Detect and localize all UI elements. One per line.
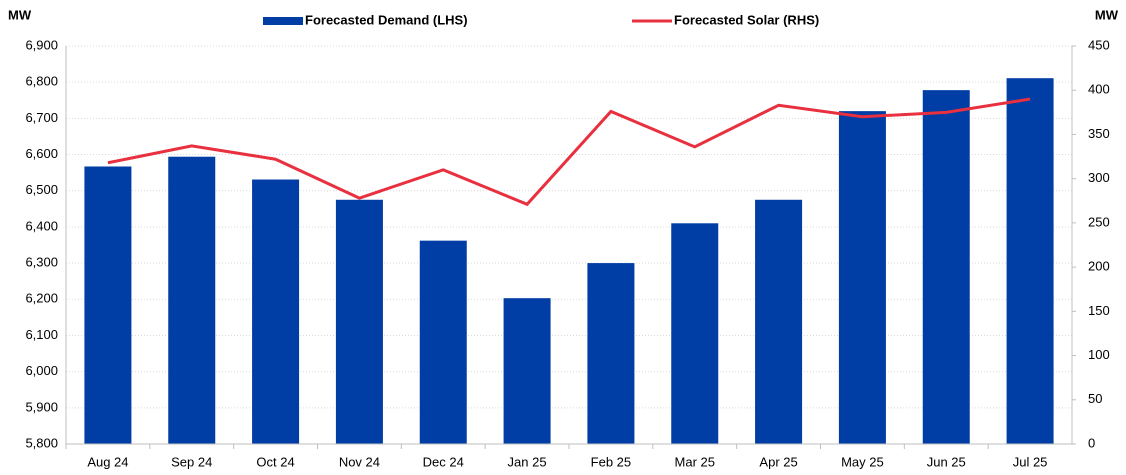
y2-tick-label: 100 [1088, 347, 1110, 362]
x-tick-label: Mar 25 [675, 454, 715, 469]
y-tick-label: 6,500 [25, 182, 58, 197]
legend-label: Forecasted Solar (RHS) [674, 12, 819, 27]
y2-tick-label: 250 [1088, 214, 1110, 229]
y-tick-label: 6,000 [25, 363, 58, 378]
x-tick-label: May 25 [841, 454, 884, 469]
y2-tick-label: 0 [1088, 435, 1095, 450]
line [107, 97, 1031, 207]
y2-axis-label: MW [1095, 7, 1119, 22]
bar [335, 199, 383, 444]
bar [587, 263, 635, 444]
bar [1006, 78, 1054, 445]
y2-tick-label: 50 [1088, 391, 1102, 406]
bar [922, 90, 970, 444]
x-tick-label: Aug 24 [87, 454, 128, 469]
x-tick-label: Dec 24 [423, 454, 464, 469]
y-tick-label: 5,800 [25, 435, 58, 450]
y-tick-label: 5,900 [25, 399, 58, 414]
bar [168, 156, 216, 444]
y2-tick-label: 350 [1088, 126, 1110, 141]
x-tick-label: Sep 24 [171, 454, 212, 469]
bar [252, 179, 300, 444]
bar [419, 240, 467, 444]
bar [755, 199, 803, 444]
y-tick-label: 6,600 [25, 146, 58, 161]
x-tick-label: Apr 25 [759, 454, 797, 469]
bar [671, 223, 719, 444]
legend-swatch [263, 17, 303, 25]
y2-tick-label: 200 [1088, 259, 1110, 274]
y-tick-label: 6,700 [25, 110, 58, 125]
y-axis-label: MW [8, 7, 32, 22]
x-tick-label: Nov 24 [339, 454, 380, 469]
bar [84, 166, 132, 444]
legend-label: Forecasted Demand (LHS) [305, 12, 468, 27]
y-tick-label: 6,200 [25, 291, 58, 306]
x-tick-label: Oct 24 [256, 454, 294, 469]
bar [503, 298, 551, 444]
x-tick-label: Jun 25 [927, 454, 966, 469]
y2-tick-label: 450 [1088, 37, 1110, 52]
y2-tick-label: 400 [1088, 82, 1110, 97]
bar [838, 111, 886, 445]
x-tick-label: Jan 25 [508, 454, 547, 469]
y-tick-label: 6,400 [25, 218, 58, 233]
y-tick-label: 6,300 [25, 255, 58, 270]
y-tick-label: 6,900 [25, 37, 58, 52]
y-tick-label: 6,800 [25, 74, 58, 89]
x-tick-label: Jul 25 [1013, 454, 1048, 469]
y2-tick-label: 150 [1088, 303, 1110, 318]
x-tick-label: Feb 25 [591, 454, 631, 469]
y-tick-label: 6,100 [25, 327, 58, 342]
y2-tick-label: 300 [1088, 170, 1110, 185]
